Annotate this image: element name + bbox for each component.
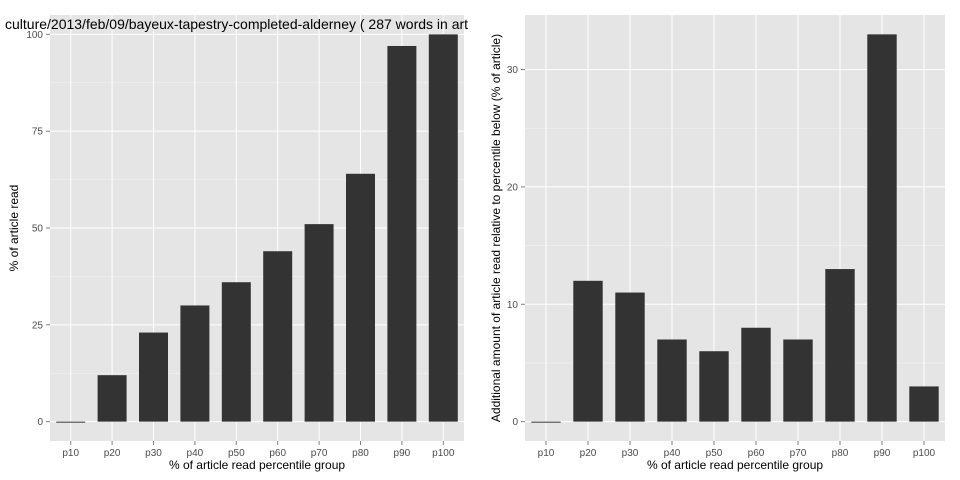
bar-p40 <box>180 305 210 422</box>
bar-p30 <box>139 332 168 422</box>
bar-p70 <box>304 224 334 422</box>
chart-title-left: culture/2013/feb/09/bayeux-tapestry-comp… <box>5 16 468 32</box>
x-tick-label: p20 <box>580 448 597 459</box>
bar-p20 <box>573 280 603 422</box>
bar-p40 <box>657 339 687 422</box>
bar-p30 <box>615 292 645 422</box>
bar-p50 <box>699 351 729 422</box>
y-tick-label: 25 <box>32 320 44 331</box>
y-axis-title: % of article read <box>7 185 21 272</box>
x-tick-label: p50 <box>228 448 245 459</box>
x-tick-label: p80 <box>352 448 369 459</box>
bar-p90 <box>387 45 417 422</box>
x-axis-title: % of article read percentile group <box>169 458 345 472</box>
bar-p10 <box>531 421 561 423</box>
bar-p100 <box>909 386 939 422</box>
y-tick-label: 0 <box>512 417 518 428</box>
left-chart-panel: 0 25 50 75 100 p10 p20 p30 p40 p50 p60 p70 p80 p90 p10… <box>7 15 464 472</box>
y-tick-label: 20 <box>507 182 519 193</box>
bar-p20 <box>97 375 127 422</box>
x-axis-title: % of article read percentile group <box>647 458 823 472</box>
x-tick-label: p60 <box>269 448 286 459</box>
y-tick-label: 0 <box>37 417 43 428</box>
x-tick-label: p60 <box>748 448 765 459</box>
bar-p90 <box>867 34 897 422</box>
y-tick-label: 75 <box>32 127 44 138</box>
x-tick-label: p10 <box>538 448 555 459</box>
bar-p60 <box>741 327 771 422</box>
x-tick-label: p90 <box>874 448 891 459</box>
bar-p10 <box>56 421 86 423</box>
bar-p50 <box>221 282 251 422</box>
x-tick-label: p10 <box>62 448 79 459</box>
bar-p80 <box>346 173 375 422</box>
x-tick-label: p50 <box>706 448 723 459</box>
bar-p60 <box>263 251 293 422</box>
title-clip-mask <box>480 0 525 15</box>
y-axis-title: Additional amount of article read relati… <box>489 34 503 422</box>
y-tick-label: 10 <box>507 300 519 311</box>
x-tick-label: p30 <box>145 448 162 459</box>
x-tick-label: p100 <box>913 448 936 459</box>
x-tick-label: p40 <box>187 448 204 459</box>
x-tick-label: p30 <box>622 448 639 459</box>
y-tick-label: 30 <box>507 65 519 76</box>
bar-p70 <box>783 339 813 422</box>
x-tick-label: p100 <box>432 448 455 459</box>
y-tick-label: 100 <box>26 30 43 41</box>
bar-p80 <box>825 269 855 422</box>
bar-p100 <box>428 34 458 422</box>
x-tick-label: p70 <box>790 448 807 459</box>
x-tick-label: p80 <box>832 448 849 459</box>
x-tick-label: p90 <box>394 448 411 459</box>
x-tick-label: p70 <box>311 448 328 459</box>
x-tick-label: p20 <box>104 448 121 459</box>
y-tick-label: 50 <box>32 224 44 235</box>
right-chart-panel: 0 10 20 30 p10 p20 p30 p40 p50 p60 p70 p80 p90 p100 % … <box>489 15 945 472</box>
x-tick-label: p40 <box>664 448 681 459</box>
